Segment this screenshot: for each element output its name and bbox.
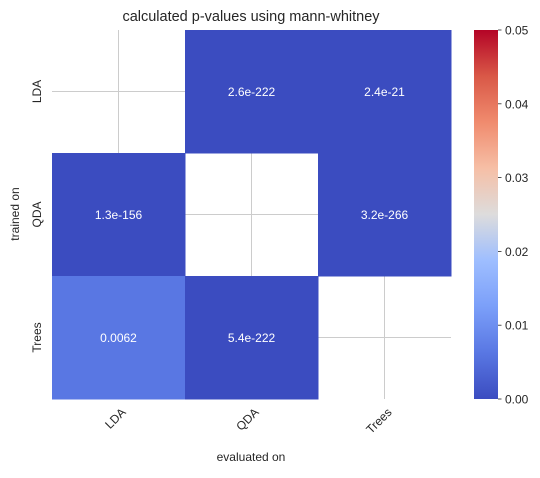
x-tick-label: Trees xyxy=(363,405,394,436)
colorbar-tick-label: 0.00 xyxy=(505,393,529,407)
chart-title: calculated p-values using mann-whitney xyxy=(122,9,380,25)
colorbar-tick-label: 0.01 xyxy=(505,319,529,333)
heatmap-cell xyxy=(52,153,186,277)
y-tick-label: Trees xyxy=(30,322,44,352)
colorbar-ticks: 0.00 0.01 0.02 0.03 0.04 0.05 xyxy=(498,24,529,407)
colorbar-gradient xyxy=(474,30,498,399)
colorbar-tick-label: 0.05 xyxy=(505,24,529,38)
heatmap-cell xyxy=(185,276,319,400)
cell-annotation: 2.4e-21 xyxy=(364,85,405,99)
cell-annotation: 3.2e-266 xyxy=(361,208,409,222)
cell-annotation: 1.3e-156 xyxy=(95,208,143,222)
y-tick-label: LDA xyxy=(30,80,44,103)
y-tick-label: QDA xyxy=(30,201,44,227)
cell-annotation: 0.0062 xyxy=(100,331,137,345)
y-axis-label: trained on xyxy=(8,187,22,240)
cell-annotation: 5.4e-222 xyxy=(228,331,276,345)
heatmap-cell xyxy=(52,276,186,400)
colorbar: 0.00 0.01 0.02 0.03 0.04 0.05 xyxy=(474,24,529,407)
heatmap-cells xyxy=(52,30,452,400)
y-tick-labels: LDA QDA Trees xyxy=(30,80,44,353)
heatmap-cell xyxy=(318,30,452,154)
colorbar-tick-label: 0.02 xyxy=(505,245,529,259)
colorbar-tick-label: 0.03 xyxy=(505,171,529,185)
colorbar-tick-label: 0.04 xyxy=(505,97,529,111)
heatmap-cell xyxy=(318,153,452,277)
x-tick-labels: LDA QDA Trees xyxy=(102,405,394,436)
cell-annotation: 2.6e-222 xyxy=(228,85,276,99)
x-tick-label: QDA xyxy=(233,405,261,433)
heatmap-cell xyxy=(185,30,319,154)
x-tick-label: LDA xyxy=(102,405,128,431)
x-axis-label: evaluated on xyxy=(217,450,286,464)
cell-annotations: 2.6e-222 2.4e-21 1.3e-156 3.2e-266 0.0062 5.4… xyxy=(95,85,409,345)
